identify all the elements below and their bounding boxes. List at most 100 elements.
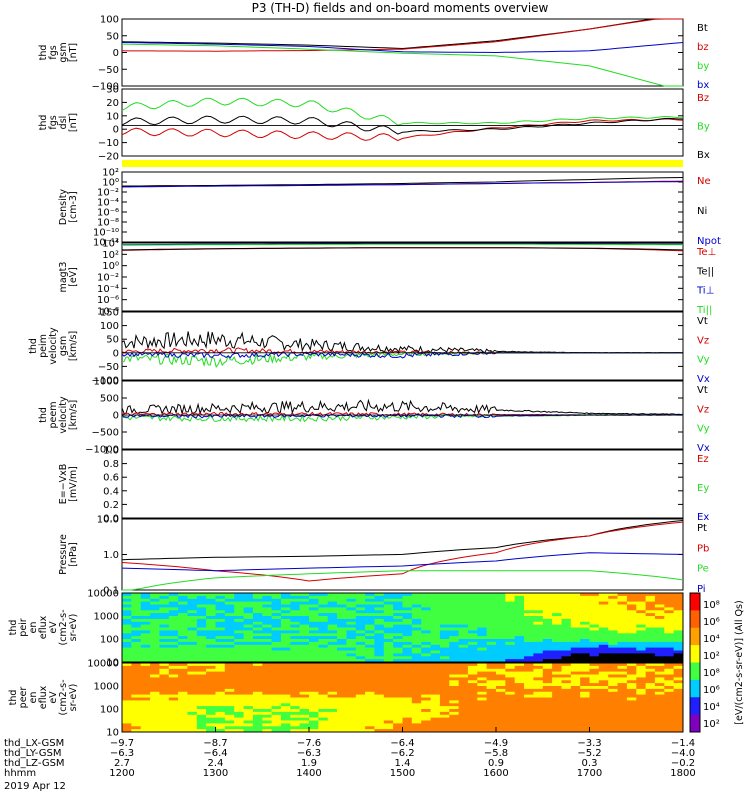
heatmap-cell <box>178 656 188 660</box>
heatmap-cell <box>327 639 338 643</box>
heatmap-cell <box>215 627 226 631</box>
y-tick-label: 10⁻⁸ <box>97 218 119 229</box>
heatmap-cell <box>402 607 413 611</box>
heatmap-cell <box>552 714 562 719</box>
heatmap-cell <box>430 663 441 667</box>
heatmap-cell <box>458 601 469 605</box>
heatmap-cell <box>178 674 188 678</box>
heatmap-cell <box>561 706 572 710</box>
heatmap-cell <box>374 706 385 710</box>
heatmap-cell <box>589 647 600 651</box>
heatmap-cell <box>402 630 413 634</box>
heatmap-cell <box>505 595 516 600</box>
heatmap-cell <box>187 729 198 733</box>
heatmap-cell <box>421 624 431 628</box>
heatmap-cell <box>224 677 235 681</box>
legend-By: By <box>697 122 710 133</box>
heatmap-cell <box>140 610 151 614</box>
heatmap-cell <box>365 680 375 684</box>
heatmap-cell <box>280 604 291 608</box>
heatmap-cell <box>122 595 132 600</box>
heatmap-cell <box>318 711 329 716</box>
y-label-line: [nPa] <box>68 542 79 567</box>
heatmap-cell <box>206 630 216 634</box>
heatmap-cell <box>598 680 609 684</box>
heatmap-cell <box>486 729 497 733</box>
heatmap-cell <box>496 639 506 643</box>
heatmap-cell <box>458 607 469 611</box>
legend-Bx: Bx <box>697 150 710 161</box>
heatmap-cell <box>636 659 647 663</box>
heatmap-cell <box>206 720 216 724</box>
heatmap-cell <box>411 621 422 626</box>
heatmap-cell <box>159 656 170 660</box>
heatmap-cell <box>458 729 469 733</box>
heatmap-cell <box>262 668 273 673</box>
heatmap-cell <box>159 610 170 614</box>
heatmap-cell <box>598 607 609 611</box>
heatmap-cell <box>280 709 291 713</box>
heatmap-cell <box>150 636 160 640</box>
heatmap-cell <box>430 665 441 670</box>
heatmap-cell <box>327 726 338 730</box>
heatmap-cell <box>580 621 590 626</box>
heatmap-cell <box>411 616 422 620</box>
heatmap-cell <box>140 595 151 600</box>
bottom-tick-label: 1700 <box>577 768 602 779</box>
heatmap-cell <box>524 656 534 660</box>
heatmap-cell <box>552 668 562 673</box>
heatmap-cell <box>608 680 618 684</box>
heatmap-cell <box>159 630 170 634</box>
heatmap-cell <box>645 691 656 696</box>
heatmap-cell <box>449 703 460 707</box>
heatmap-cell <box>122 650 132 654</box>
heatmap-cell <box>402 595 413 600</box>
heatmap-cell <box>524 709 534 713</box>
heatmap-cell <box>196 703 207 707</box>
heatmap-cell <box>299 674 310 678</box>
heatmap-cell <box>309 647 319 651</box>
heatmap-cell <box>496 659 506 663</box>
heatmap-cell <box>374 621 385 626</box>
heatmap-cell <box>533 668 544 673</box>
heatmap-cell <box>206 717 216 721</box>
heatmap-cell <box>318 618 329 623</box>
heatmap-cell <box>664 639 675 643</box>
heatmap-cell <box>280 711 291 716</box>
heatmap-cell <box>430 604 441 608</box>
heatmap-cell <box>636 691 647 696</box>
heatmap-cell <box>505 726 516 730</box>
heatmap-cell <box>505 604 516 608</box>
heatmap-cell <box>645 636 656 640</box>
heatmap-cell <box>580 613 590 617</box>
heatmap-cell <box>467 621 478 626</box>
heatmap-cell <box>131 633 142 637</box>
heatmap-cell <box>327 723 338 727</box>
heatmap-cell <box>411 639 422 643</box>
legend-Ti⊥: Ti⊥ <box>696 286 714 297</box>
heatmap-cell <box>365 686 375 690</box>
legend-Bz: Bz <box>697 93 709 104</box>
heatmap-cell <box>337 700 347 704</box>
heatmap-cell <box>654 598 665 603</box>
heatmap-cell <box>617 601 628 605</box>
heatmap-cell <box>383 604 394 608</box>
heatmap-cell <box>280 613 291 617</box>
heatmap-cell <box>589 639 600 643</box>
heatmap-cell <box>374 598 385 603</box>
heatmap-cell <box>542 709 553 713</box>
heatmap-cell <box>514 688 525 693</box>
heatmap-cell <box>580 641 590 646</box>
heatmap-cell <box>654 706 665 710</box>
heatmap-cell <box>458 624 469 628</box>
heatmap-cell <box>131 647 142 651</box>
heatmap-cell <box>262 644 273 649</box>
colorbar-swatch <box>690 669 700 674</box>
heatmap-cell <box>206 601 216 605</box>
heatmap-cell <box>318 636 329 640</box>
heatmap-cell <box>150 711 160 716</box>
heatmap-cell <box>280 639 291 643</box>
heatmap-cell <box>150 671 160 675</box>
heatmap-cell <box>430 717 441 721</box>
heatmap-cell <box>122 601 132 605</box>
